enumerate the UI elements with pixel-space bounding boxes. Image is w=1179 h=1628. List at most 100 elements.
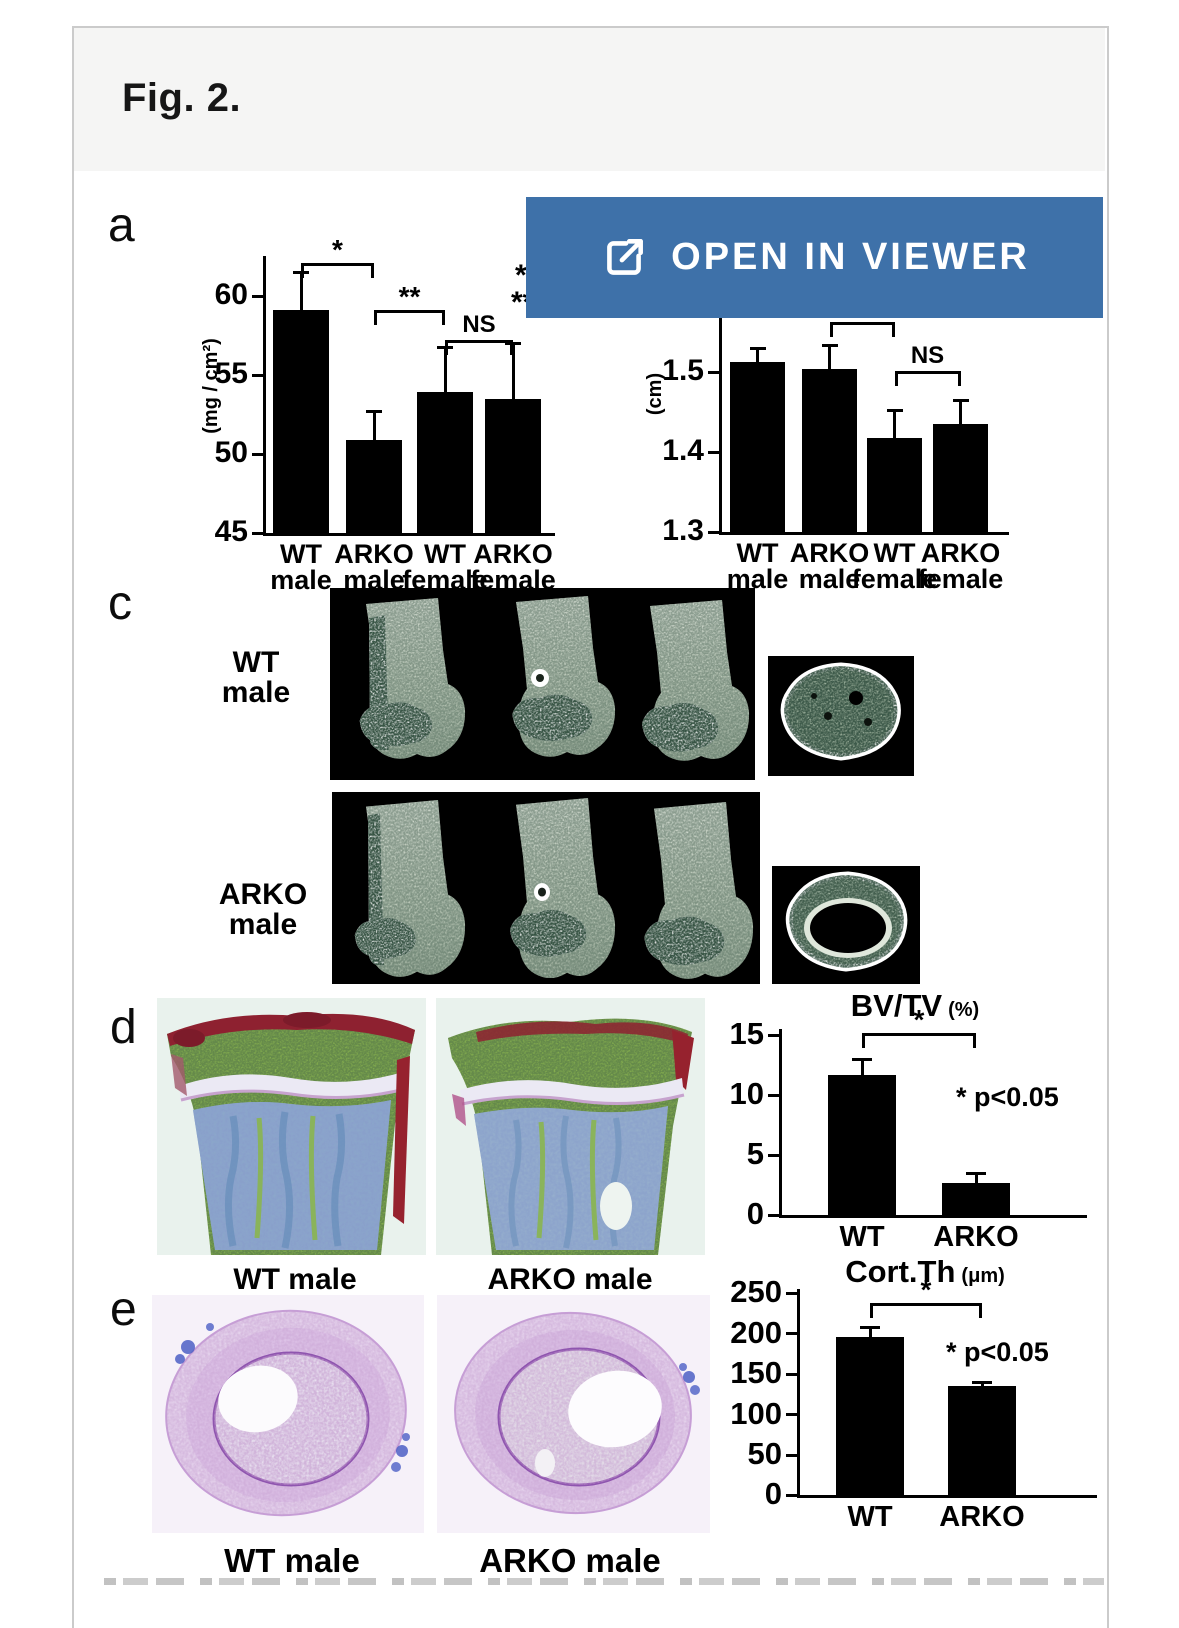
- cortth-bar: [836, 1337, 904, 1495]
- cortth-tick-label: 50: [747, 1435, 782, 1471]
- femur-length-sig-label: NS: [910, 342, 945, 370]
- bmd-tick: [252, 453, 266, 456]
- bvtv-chart-title: BV/TV (%): [815, 988, 1015, 1024]
- bmd-tick: [252, 532, 266, 535]
- femur-length-error-cap: [886, 408, 903, 412]
- bmd-tick-label: 50: [214, 436, 248, 470]
- femur-length-tick-label: 1.4: [662, 434, 704, 468]
- femur-length-bar: [867, 437, 922, 532]
- panel-d-label: d: [110, 1001, 137, 1054]
- microct-wt-male-image: [330, 588, 755, 780]
- bvtv-tick: [768, 1154, 782, 1157]
- bmd-bar: [417, 392, 473, 533]
- femur-length-x-axis: [719, 532, 1009, 535]
- bmd-category-label: WT male: [270, 539, 332, 596]
- bvtv-sig-bracket-drop: [862, 1032, 865, 1048]
- cortth-tick: [786, 1494, 800, 1497]
- bvtv-error-bar: [974, 1173, 978, 1189]
- bvtv-error-bar: [860, 1059, 864, 1081]
- microct-arko-male-image: [332, 792, 760, 984]
- bmd-tick-label: 45: [214, 515, 248, 549]
- truncated-caption: [104, 1578, 1104, 1585]
- bmd-category-label: ARKO female: [470, 539, 556, 596]
- bvtv-sig-bracket: [862, 1032, 976, 1036]
- femur-length-sig-bracket-drop: [894, 371, 898, 387]
- bmd-bar: [485, 398, 541, 533]
- bmd-sig-bracket-drop: [445, 340, 448, 356]
- femur-length-sig-bracket-drop: [957, 371, 961, 387]
- bvtv-tick-label: 15: [729, 1016, 764, 1052]
- panel-e-label: e: [110, 1283, 137, 1336]
- cortth-tick-label: 0: [764, 1476, 782, 1512]
- bvtv-title-unit: (%): [948, 999, 980, 1021]
- bmd-sig-bracket-drop: [371, 262, 374, 278]
- femur-length-sig-bracket-drop: [829, 322, 833, 338]
- panel-c-label: c: [108, 577, 132, 630]
- bmd-tick-label: 55: [214, 357, 248, 391]
- femur-length-error-bar: [828, 344, 831, 375]
- cortth-chart-title: Cort.Th (μm): [825, 1254, 1025, 1290]
- bmd-tick: [252, 295, 266, 298]
- cortth-tick: [786, 1413, 800, 1417]
- bvtv-category-label: WT: [839, 1221, 885, 1253]
- femur-length-error-cap: [821, 343, 838, 347]
- microct-arko-male-crosssection-image: [772, 866, 920, 984]
- cortth-tick: [786, 1453, 800, 1457]
- cut-significance-legend-2: **: [511, 288, 527, 315]
- cortth-tick-label: 200: [730, 1314, 782, 1350]
- bmd-sig-bracket: [374, 310, 445, 314]
- bvtv-bar: [942, 1182, 1010, 1215]
- figure-title: Fig. 2.: [122, 76, 242, 120]
- cortth-sig-bracket: [870, 1302, 982, 1306]
- bmd-category-label: WT female: [402, 539, 488, 596]
- cortical-arko-male-image: [437, 1295, 710, 1533]
- bvtv-tick: [768, 1094, 782, 1097]
- cortth-title-unit: (μm): [961, 1265, 1005, 1287]
- cortth-tick: [786, 1372, 800, 1376]
- bmd-sig-label: *: [332, 233, 343, 265]
- bvtv-tick-label: 10: [729, 1076, 764, 1112]
- bvtv-tick-label: 5: [746, 1136, 764, 1172]
- bmd-error-cap: [366, 410, 382, 414]
- bvtv-category-label: ARKO: [933, 1221, 1019, 1253]
- femur-length-error-bar: [893, 409, 896, 444]
- bvtv-tick: [768, 1034, 782, 1037]
- femur-length-error-bar: [959, 400, 962, 430]
- cortical-wt-male-image: [152, 1295, 424, 1533]
- bmd-sig-label: **: [398, 281, 421, 313]
- open-in-viewer-button[interactable]: OPEN IN VIEWER: [526, 197, 1103, 318]
- femur-length-error-cap: [952, 399, 969, 402]
- bmd-sig-bracket-drop: [374, 310, 377, 326]
- cortth-tick-label: 250: [730, 1274, 782, 1310]
- femur-length-tick: [708, 531, 722, 534]
- bvtv-tick-label: 0: [746, 1196, 764, 1232]
- panel-a-label: a: [108, 199, 135, 252]
- bmd-sig-bracket-drop: [301, 262, 304, 278]
- histology-arko-male-caption: ARKO male: [487, 1263, 653, 1296]
- femur-length-bar: [730, 362, 785, 532]
- cortth-tick-label: 100: [730, 1395, 782, 1431]
- bmd-error-cap: [505, 342, 521, 346]
- bmd-x-axis: [263, 533, 555, 536]
- bmd-bar: [273, 310, 329, 533]
- bvtv-bar: [828, 1074, 896, 1215]
- cortth-category-label: WT: [847, 1501, 893, 1533]
- femur-length-error-cap: [749, 347, 766, 350]
- histology-wt-male-image: [157, 998, 426, 1255]
- femur-length-tick-label: 1.5: [662, 354, 704, 388]
- cortth-sig-bracket-drop: [979, 1302, 982, 1318]
- bmd-error-bar: [372, 411, 376, 446]
- femur-length-y-axis: [719, 318, 722, 535]
- bvtv-error-cap: [966, 1172, 986, 1175]
- bmd-tick: [252, 374, 266, 377]
- cortth-x-axis: [797, 1495, 1097, 1498]
- femur-length-bar: [933, 424, 988, 532]
- microct-arko-row-label: ARKO male: [218, 878, 308, 941]
- bmd-error-bar: [299, 272, 303, 317]
- bmd-bar: [346, 439, 402, 533]
- femur-length-sig-bracket: [894, 371, 961, 375]
- bmd-error-bar: [511, 343, 515, 405]
- femur-length-sig-bracket-drop: [891, 322, 895, 338]
- bmd-error-bar: [443, 346, 447, 399]
- femur-length-category-label: WT male: [726, 538, 789, 595]
